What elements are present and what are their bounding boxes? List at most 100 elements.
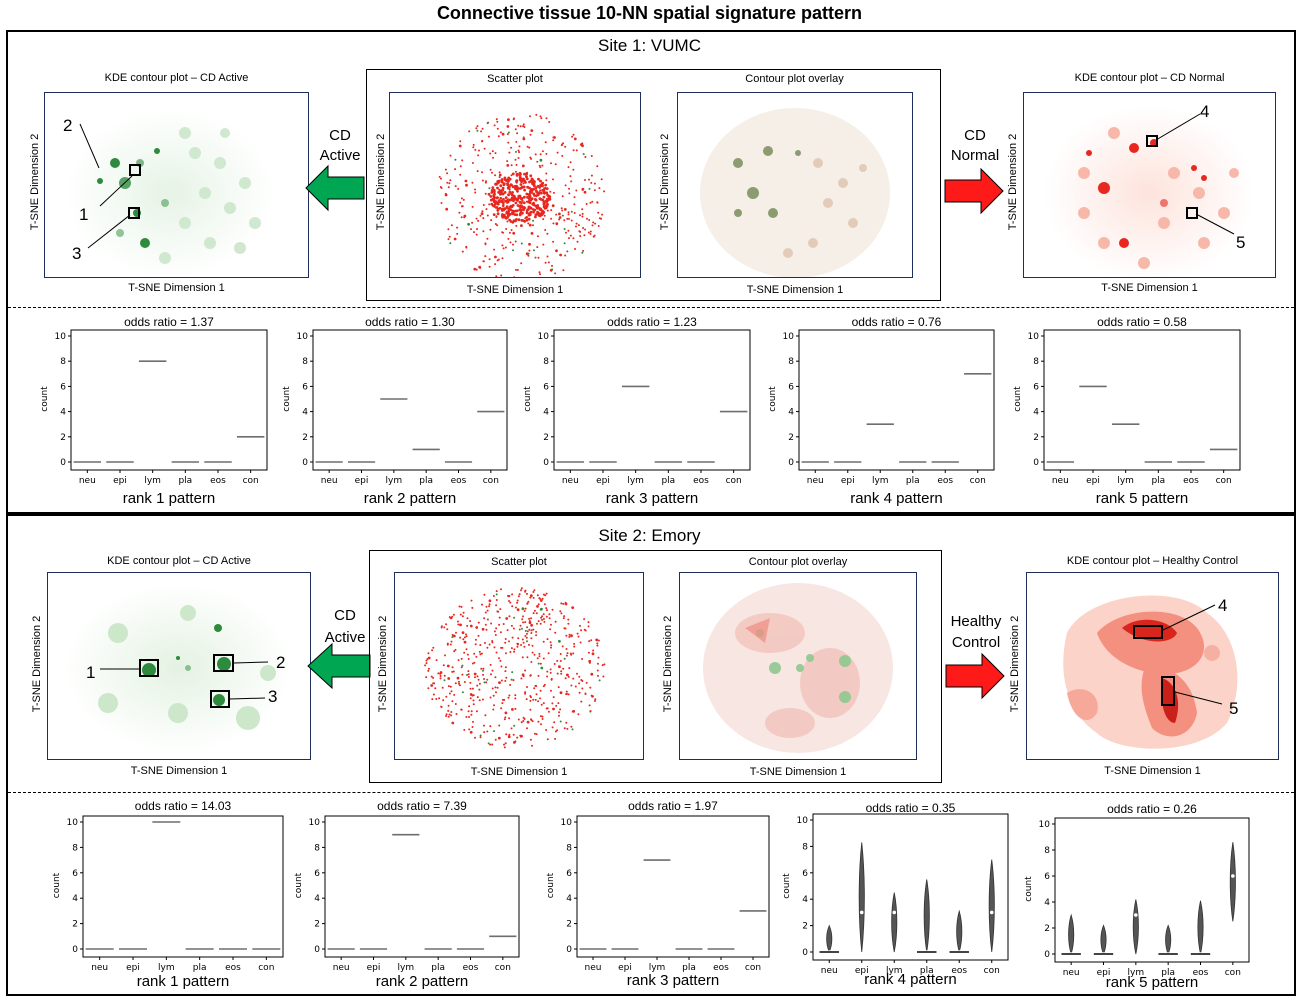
scatter-point bbox=[446, 181, 449, 184]
scatter-point bbox=[476, 228, 478, 230]
x-tick-label: lym bbox=[144, 476, 161, 486]
scatter-point bbox=[528, 617, 531, 620]
scatter-point bbox=[506, 160, 509, 163]
scatter-point bbox=[545, 179, 548, 182]
scatter-point bbox=[592, 221, 595, 224]
scatter-point bbox=[597, 211, 600, 214]
scatter-point bbox=[465, 635, 468, 638]
scatter-point bbox=[525, 218, 529, 222]
scatter-point bbox=[519, 211, 523, 214]
scatter-point bbox=[562, 602, 565, 605]
scatter-point bbox=[470, 710, 473, 713]
scatter-point bbox=[443, 674, 446, 677]
subplot-frame bbox=[324, 815, 520, 958]
scatter-point bbox=[478, 688, 481, 691]
scatter-point bbox=[558, 714, 560, 717]
x-tick-label: pla bbox=[178, 476, 192, 486]
scatter-point bbox=[467, 710, 470, 713]
y-tick-label: 4 bbox=[72, 894, 78, 904]
scatter-point bbox=[467, 676, 470, 678]
scatter-point bbox=[495, 604, 498, 607]
scatter-point bbox=[590, 155, 593, 157]
scatter-point bbox=[492, 200, 496, 203]
scatter-point bbox=[461, 205, 464, 208]
scatter-point bbox=[469, 687, 472, 690]
scatter-point bbox=[494, 152, 497, 155]
site2-left-panel-title: KDE contour plot – CD Active bbox=[107, 555, 251, 567]
site1-overlay-ylabel: T-SNE Dimension 2 bbox=[659, 133, 671, 231]
scatter-point bbox=[481, 171, 483, 174]
scatter-point bbox=[583, 234, 586, 237]
site2-marker-2: 2 bbox=[276, 653, 286, 672]
scatter-point bbox=[581, 142, 584, 145]
x-tick-label: eos bbox=[451, 476, 467, 486]
scatter-point bbox=[478, 149, 480, 152]
scatter-point bbox=[540, 616, 543, 619]
scatter-point bbox=[440, 177, 442, 180]
scatter-point bbox=[476, 696, 479, 699]
x-tick-label: lym bbox=[627, 476, 644, 486]
x-tick-label: con bbox=[984, 966, 1000, 976]
site2-right-panel-title: KDE contour plot – Healthy Control bbox=[1066, 555, 1239, 567]
scatter-point bbox=[587, 651, 590, 654]
scatter-point bbox=[594, 222, 597, 225]
scatter-point bbox=[458, 211, 461, 214]
scatter-point bbox=[492, 694, 495, 697]
scatter-point bbox=[480, 212, 484, 215]
scatter-point bbox=[524, 621, 527, 624]
scatter-point bbox=[542, 218, 545, 221]
x-tick-label: lym bbox=[886, 966, 903, 976]
scatter-point bbox=[510, 624, 513, 627]
scatter-point bbox=[535, 194, 538, 198]
scatter-point bbox=[602, 675, 605, 678]
scatter-point bbox=[518, 145, 521, 148]
scatter-point bbox=[448, 692, 451, 695]
site1-center-box bbox=[366, 69, 941, 301]
scatter-point bbox=[540, 182, 544, 186]
scatter-point bbox=[447, 238, 450, 241]
site1-right-callouts bbox=[1155, 113, 1235, 235]
scatter-point bbox=[509, 684, 512, 686]
scatter-point bbox=[503, 718, 506, 721]
x-tick-label: pla bbox=[431, 963, 445, 973]
scatter-point bbox=[497, 135, 500, 138]
scatter-point bbox=[523, 195, 526, 199]
scatter-point bbox=[581, 687, 584, 690]
scatter-point bbox=[539, 662, 542, 665]
scatter-point bbox=[460, 708, 463, 711]
scatter-point bbox=[445, 713, 448, 716]
scatter-point bbox=[552, 707, 555, 711]
scatter-point bbox=[511, 204, 515, 207]
y-tick-label: 8 bbox=[314, 843, 320, 853]
scatter-point bbox=[445, 623, 448, 626]
scatter-point bbox=[511, 209, 514, 213]
x-tick-label: neu bbox=[585, 963, 602, 973]
scatter-point bbox=[535, 612, 538, 615]
scatter-point bbox=[592, 649, 595, 652]
site1-marker-4: 4 bbox=[1200, 102, 1210, 121]
site2-frame bbox=[6, 514, 1296, 996]
scatter-point bbox=[571, 710, 574, 713]
scatter-point bbox=[573, 645, 576, 648]
scatter-point bbox=[520, 197, 524, 200]
scatter-point bbox=[507, 735, 511, 739]
scatter-point bbox=[530, 129, 534, 132]
subplot-title: odds ratio = 0.58 bbox=[1097, 315, 1187, 329]
scatter-point bbox=[462, 638, 465, 641]
scatter-point bbox=[466, 624, 469, 627]
scatter-point bbox=[546, 707, 549, 710]
scatter-point bbox=[439, 675, 442, 677]
scatter-point bbox=[560, 602, 563, 605]
scatter-point bbox=[531, 651, 534, 654]
scatter-point bbox=[591, 224, 594, 227]
site2-marker-box-1 bbox=[139, 659, 159, 677]
y-tick-label: 6 bbox=[314, 869, 320, 879]
x-tick-label: eos bbox=[210, 476, 226, 486]
scatter-point bbox=[515, 140, 518, 143]
scatter-point bbox=[517, 124, 520, 127]
scatter-point bbox=[427, 687, 430, 690]
site1-overlay-panel bbox=[677, 92, 913, 278]
scatter-point bbox=[439, 186, 442, 188]
scatter-point bbox=[506, 125, 510, 128]
x-tick-label: eos bbox=[951, 966, 967, 976]
